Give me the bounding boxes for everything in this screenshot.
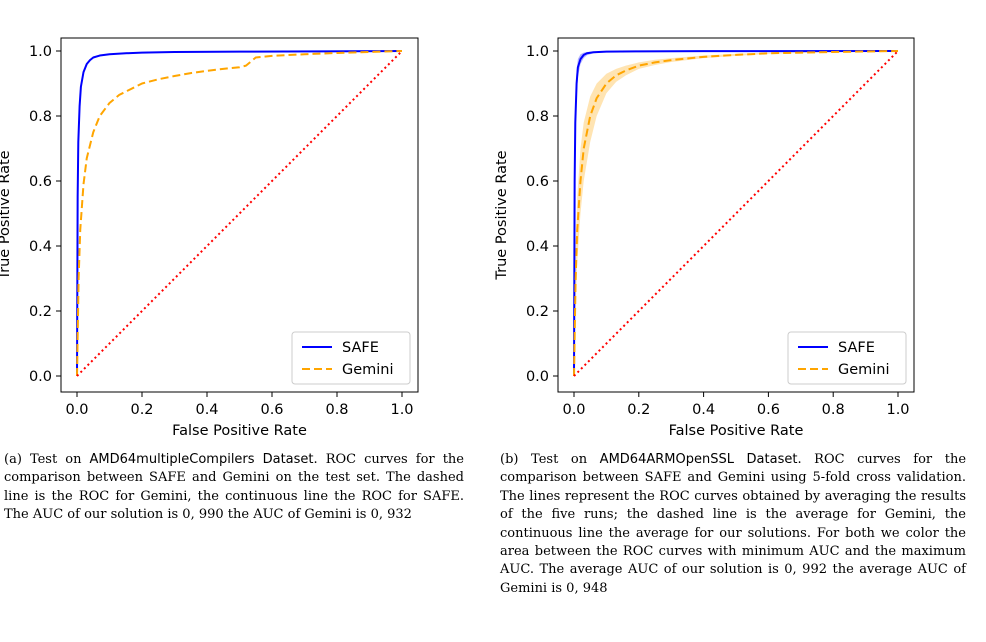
x-axis-label-a: False Positive Rate xyxy=(172,423,307,439)
figure-panel-b: 0.0 0.2 0.4 0.6 0.8 1.0 0.0 0.2 0.4 0.6 0.8 1.0 Fals… xyxy=(494,0,986,642)
caption-b-prefix: (b) Test on xyxy=(500,452,600,467)
y-tick-label: 0.6 xyxy=(526,174,549,190)
x-tick-label: 1.0 xyxy=(390,402,413,418)
y-tick-label: 0.8 xyxy=(29,109,52,125)
legend-label-safe: SAFE xyxy=(342,340,379,356)
roc-chart-a: 0.0 0.2 0.4 0.6 0.8 1.0 0.0 0.2 0.4 0.6 0.8 1.0 Fals… xyxy=(0,37,419,439)
caption-a-prefix: (a) Test on xyxy=(4,452,90,467)
y-tick-label: 0.8 xyxy=(526,109,549,125)
legend-a: SAFE Gemini xyxy=(291,331,411,385)
y-tick-label: 0.0 xyxy=(29,369,52,385)
x-tick-label: 0.6 xyxy=(757,402,780,418)
y-tick-label: 0.6 xyxy=(29,174,52,190)
legend-box xyxy=(291,331,411,385)
line-random-guess-a xyxy=(76,50,403,377)
legend-b: SAFE Gemini xyxy=(787,331,907,385)
figure-panel-a: 0.0 0.2 0.4 0.6 0.8 1.0 0.0 0.2 0.4 0.6 0.8 1.0 Fals… xyxy=(0,0,470,642)
x-tick-label: 0.8 xyxy=(822,402,845,418)
caption-b-dataset: AMD64ARMOpenSSL Dataset xyxy=(599,452,798,467)
caption-a: (a) Test on AMD64multipleCompilers Datas… xyxy=(4,451,464,525)
x-tick-label: 0.2 xyxy=(130,402,153,418)
caption-b-body: . ROC curves for the comparison between … xyxy=(500,452,967,596)
line-safe-b xyxy=(573,50,899,377)
y-axis-label-a: True Positive Rate xyxy=(0,150,13,280)
band-gemini-b xyxy=(574,51,898,376)
x-tick-label: 1.0 xyxy=(886,402,909,418)
x-tick-label: 0.4 xyxy=(195,402,218,418)
x-axis-label-b: False Positive Rate xyxy=(669,423,804,439)
line-random-guess-b xyxy=(573,50,899,377)
line-safe-a xyxy=(76,50,403,377)
plot-frame-b xyxy=(557,37,915,393)
line-gemini-b xyxy=(573,50,899,377)
legend-label-safe: SAFE xyxy=(838,340,875,356)
x-tick-label: 0.0 xyxy=(65,402,88,418)
y-tick-label: 0.4 xyxy=(29,239,52,255)
caption-a-body: . ROC curves for the comparison between … xyxy=(4,452,464,523)
legend-box xyxy=(787,331,907,385)
y-tick-label: 0.2 xyxy=(29,304,52,320)
line-gemini-a xyxy=(76,50,403,377)
x-tick-label: 0.6 xyxy=(260,402,283,418)
y-tick-label: 0.4 xyxy=(526,239,549,255)
y-tick-label: 0.0 xyxy=(526,369,549,385)
plot-frame-a xyxy=(60,37,419,393)
legend-label-gemini: Gemini xyxy=(838,362,890,378)
x-tick-label: 0.0 xyxy=(562,402,585,418)
roc-chart-b: 0.0 0.2 0.4 0.6 0.8 1.0 0.0 0.2 0.4 0.6 0.8 1.0 Fals… xyxy=(494,37,915,439)
y-tick-label: 0.2 xyxy=(526,304,549,320)
y-tick-label: 1.0 xyxy=(29,44,52,60)
x-tick-label: 0.2 xyxy=(627,402,650,418)
y-axis-label-b: True Positive Rate xyxy=(494,150,510,280)
caption-a-dataset: AMD64multipleCompilers Dataset xyxy=(89,452,314,467)
x-tick-label: 0.4 xyxy=(692,402,715,418)
legend-label-gemini: Gemini xyxy=(342,362,394,378)
x-tick-label: 0.8 xyxy=(325,402,348,418)
y-tick-label: 1.0 xyxy=(526,44,549,60)
caption-b: (b) Test on AMD64ARMOpenSSL Dataset. ROC… xyxy=(500,451,966,598)
